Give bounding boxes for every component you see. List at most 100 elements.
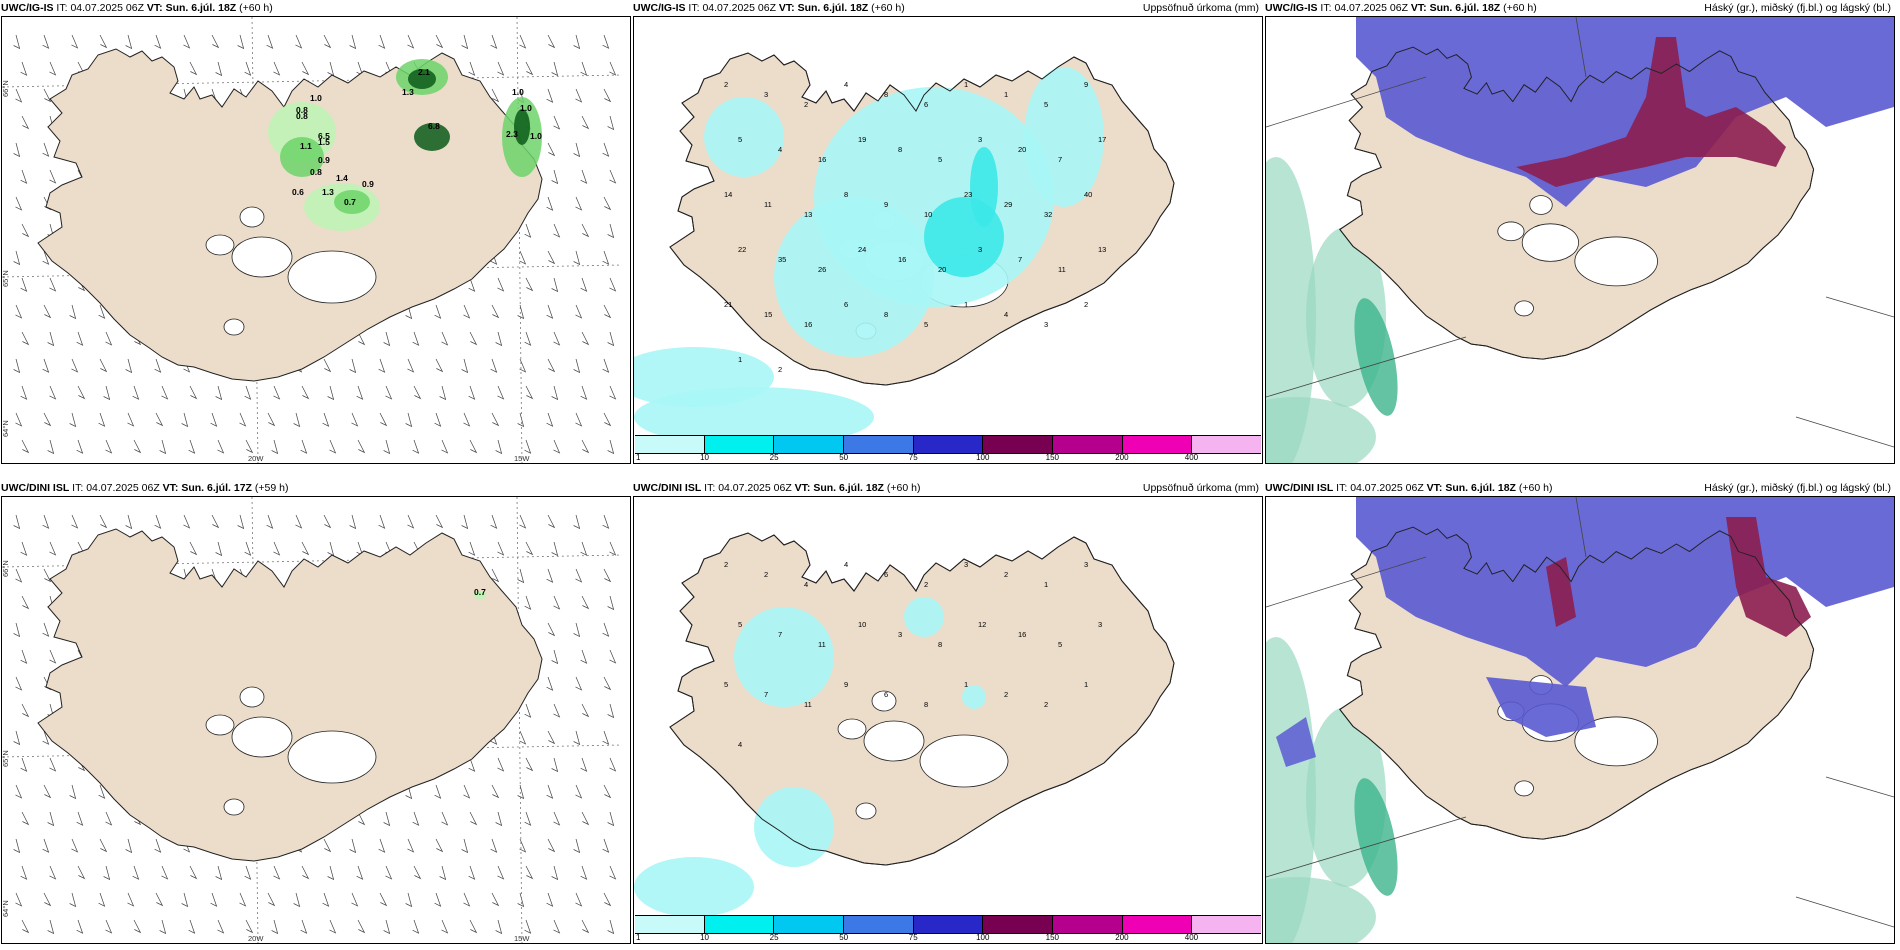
scale-tick-label: 75: [908, 453, 918, 462]
wind-barb: [189, 865, 198, 880]
wind-barb: [266, 34, 274, 49]
wind-barb: [20, 169, 28, 184]
scale-segment: [913, 436, 984, 453]
wind-barb: [581, 919, 590, 934]
wind-barb: [273, 541, 281, 556]
wind-barb: [553, 115, 561, 130]
wind-barb: [412, 439, 420, 454]
wind-barb: [546, 412, 554, 427]
wind-barb: [379, 892, 388, 907]
title-it: 04.07.2025 06Z: [702, 2, 776, 14]
value-label: 3: [1044, 320, 1048, 329]
title-lead: (+60 h): [1518, 482, 1553, 494]
wind-barb: [491, 784, 500, 799]
title-it: 04.07.2025 06Z: [86, 482, 160, 494]
wind-barb: [378, 838, 386, 853]
wind-barb: [43, 412, 52, 427]
wind-barb: [573, 514, 581, 530]
glacier: [239, 686, 265, 708]
wind-barb: [329, 919, 337, 934]
wind-barb: [407, 838, 415, 853]
value-label: 12: [978, 620, 986, 629]
wind-barb: [159, 919, 167, 935]
value-label: 8: [884, 310, 888, 319]
title-lead: (+60 h): [1503, 2, 1537, 14]
title-lead: (+60 h): [239, 2, 273, 14]
wind-barb: [546, 892, 554, 907]
value-label: 32: [1044, 210, 1052, 219]
panel-header: UWC/DINI ISL IT: 04.07.2025 06Z VT: Sun.…: [633, 480, 1263, 496]
wind-barb: [76, 439, 84, 454]
low-cloud: [1354, 778, 1398, 896]
wind-barb: [71, 358, 79, 373]
title-model: UWC/DINI ISL: [633, 482, 702, 494]
wind-barb: [43, 304, 52, 319]
wind-barb: [47, 331, 55, 347]
wind-barb: [573, 730, 581, 746]
wind-barb: [71, 34, 79, 49]
wind-barb: [69, 412, 77, 428]
latitude-line: [2, 74, 623, 88]
wind-barb: [49, 169, 57, 184]
mid-cloud: [1356, 17, 1894, 207]
wind-barb: [469, 439, 478, 454]
wind-barb: [551, 277, 559, 293]
wind-barb: [413, 865, 422, 880]
wind-barb: [20, 61, 28, 76]
value-label: 2: [804, 100, 808, 109]
wind-barb: [468, 865, 476, 880]
wind-barb: [43, 88, 52, 103]
value-label: 16: [804, 320, 812, 329]
wind-barb: [603, 304, 612, 319]
scale-tick-label: 25: [769, 453, 779, 462]
wind-barb: [69, 784, 77, 800]
wind-barb: [217, 919, 225, 934]
wind-barb: [43, 568, 52, 583]
wind-barb: [349, 358, 357, 374]
title-vt: Sun. 6.júl. 18Z: [813, 482, 884, 494]
value-label: 0.9: [362, 179, 374, 189]
scale-tick-label: 150: [1045, 933, 1060, 942]
panel-header: UWC/DINI ISL IT: 04.07.2025 06Z VT: Sun.…: [1, 480, 631, 496]
coastline: [37, 528, 543, 862]
high-cloud-layer: [1516, 37, 1786, 187]
wind-barb: [42, 730, 50, 745]
wind-barb: [519, 838, 527, 853]
wind-barb: [215, 385, 223, 401]
value-label: 1.5: [318, 137, 330, 147]
wind-barb: [435, 34, 444, 49]
wind-barb: [385, 865, 393, 880]
wind-barb: [329, 439, 337, 454]
title-vt-label: VT:: [1426, 482, 1443, 494]
wind-barb: [517, 304, 525, 320]
wind-barb: [21, 331, 30, 346]
value-label: 6.8: [428, 121, 440, 131]
value-label: 6.5: [318, 131, 330, 141]
wind-barb: [215, 865, 223, 881]
glacier: [871, 690, 897, 712]
wind-barb: [215, 61, 223, 77]
wind-barb: [463, 412, 471, 427]
wind-barb: [602, 142, 610, 157]
precip-area: [774, 197, 934, 357]
value-label: 10: [858, 620, 866, 629]
wind-barb: [349, 34, 357, 50]
lon-label: 20W: [248, 454, 264, 463]
wind-barb: [551, 757, 559, 773]
wind-barb: [349, 838, 357, 854]
wind-barb: [13, 730, 21, 746]
wind-barb: [405, 784, 413, 800]
value-label: 29: [1004, 200, 1012, 209]
wind-barb: [603, 568, 612, 583]
title-it-label: IT:: [688, 2, 700, 14]
wind-barb: [15, 784, 23, 799]
coastline: [669, 52, 1175, 386]
value-label: 17: [1098, 135, 1106, 144]
wind-barb: [553, 703, 561, 718]
panel-title: UWC/IG-IS IT: 04.07.2025 06Z VT: Sun. 6.…: [633, 0, 905, 16]
value-label: 5: [1044, 100, 1048, 109]
wind-barb: [490, 358, 498, 373]
wind-barb: [300, 919, 308, 934]
wind-barb: [42, 142, 50, 157]
panel-title: UWC/IG-IS IT: 04.07.2025 06Z VT: Sun. 6.…: [1265, 0, 1537, 16]
